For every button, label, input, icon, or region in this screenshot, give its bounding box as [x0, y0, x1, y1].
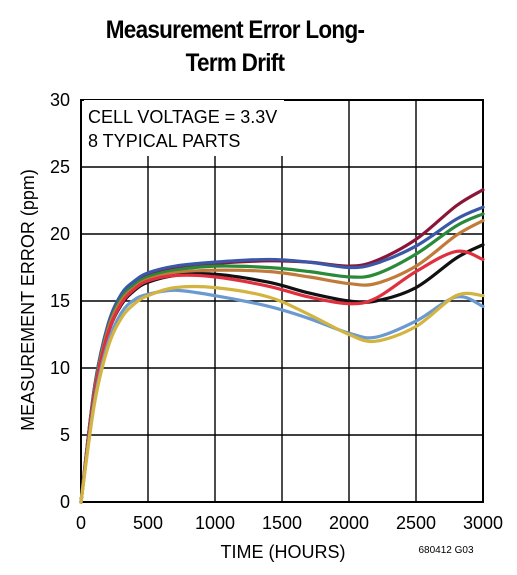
- y-tick-label-4: 20: [50, 224, 70, 244]
- y-tick-labels: 0 5 10 15 20 25 30: [50, 90, 70, 512]
- y-tick-label-2: 10: [50, 358, 70, 378]
- chart-title-line-2: Term Drift: [185, 49, 285, 77]
- annotation-parts: 8 TYPICAL PARTS: [88, 131, 240, 151]
- chart-title-line-1: Measurement Error Long-: [105, 16, 365, 44]
- y-tick-label-6: 30: [50, 90, 70, 110]
- x-tick-label-0: 0: [76, 513, 86, 533]
- x-tick-label-5: 2500: [396, 513, 436, 533]
- y-tick-label-5: 25: [50, 157, 70, 177]
- x-axis-label: TIME (HOURS): [221, 542, 346, 562]
- figure-code: 680412 G03: [418, 545, 473, 556]
- annotation-box: [84, 100, 284, 156]
- x-tick-label-4: 2000: [329, 513, 369, 533]
- x-tick-label-2: 1000: [195, 513, 235, 533]
- y-tick-label-3: 15: [50, 291, 70, 311]
- x-tick-labels: 0 500 1000 1500 2000 2500 3000: [76, 513, 503, 533]
- x-tick-label-1: 500: [133, 513, 163, 533]
- y-axis-label: MEASUREMENT ERROR (ppm): [18, 169, 38, 431]
- series-line-8: [79, 284, 485, 504]
- x-tick-label-3: 1500: [262, 513, 302, 533]
- y-tick-label-0: 0: [60, 492, 70, 512]
- x-tick-label-6: 3000: [463, 513, 503, 533]
- series-line-6: [79, 249, 485, 504]
- y-tick-label-1: 5: [60, 425, 70, 445]
- series-lines: [79, 188, 485, 504]
- annotation-voltage: CELL VOLTAGE = 3.3V: [88, 107, 277, 127]
- grid: [80, 99, 484, 503]
